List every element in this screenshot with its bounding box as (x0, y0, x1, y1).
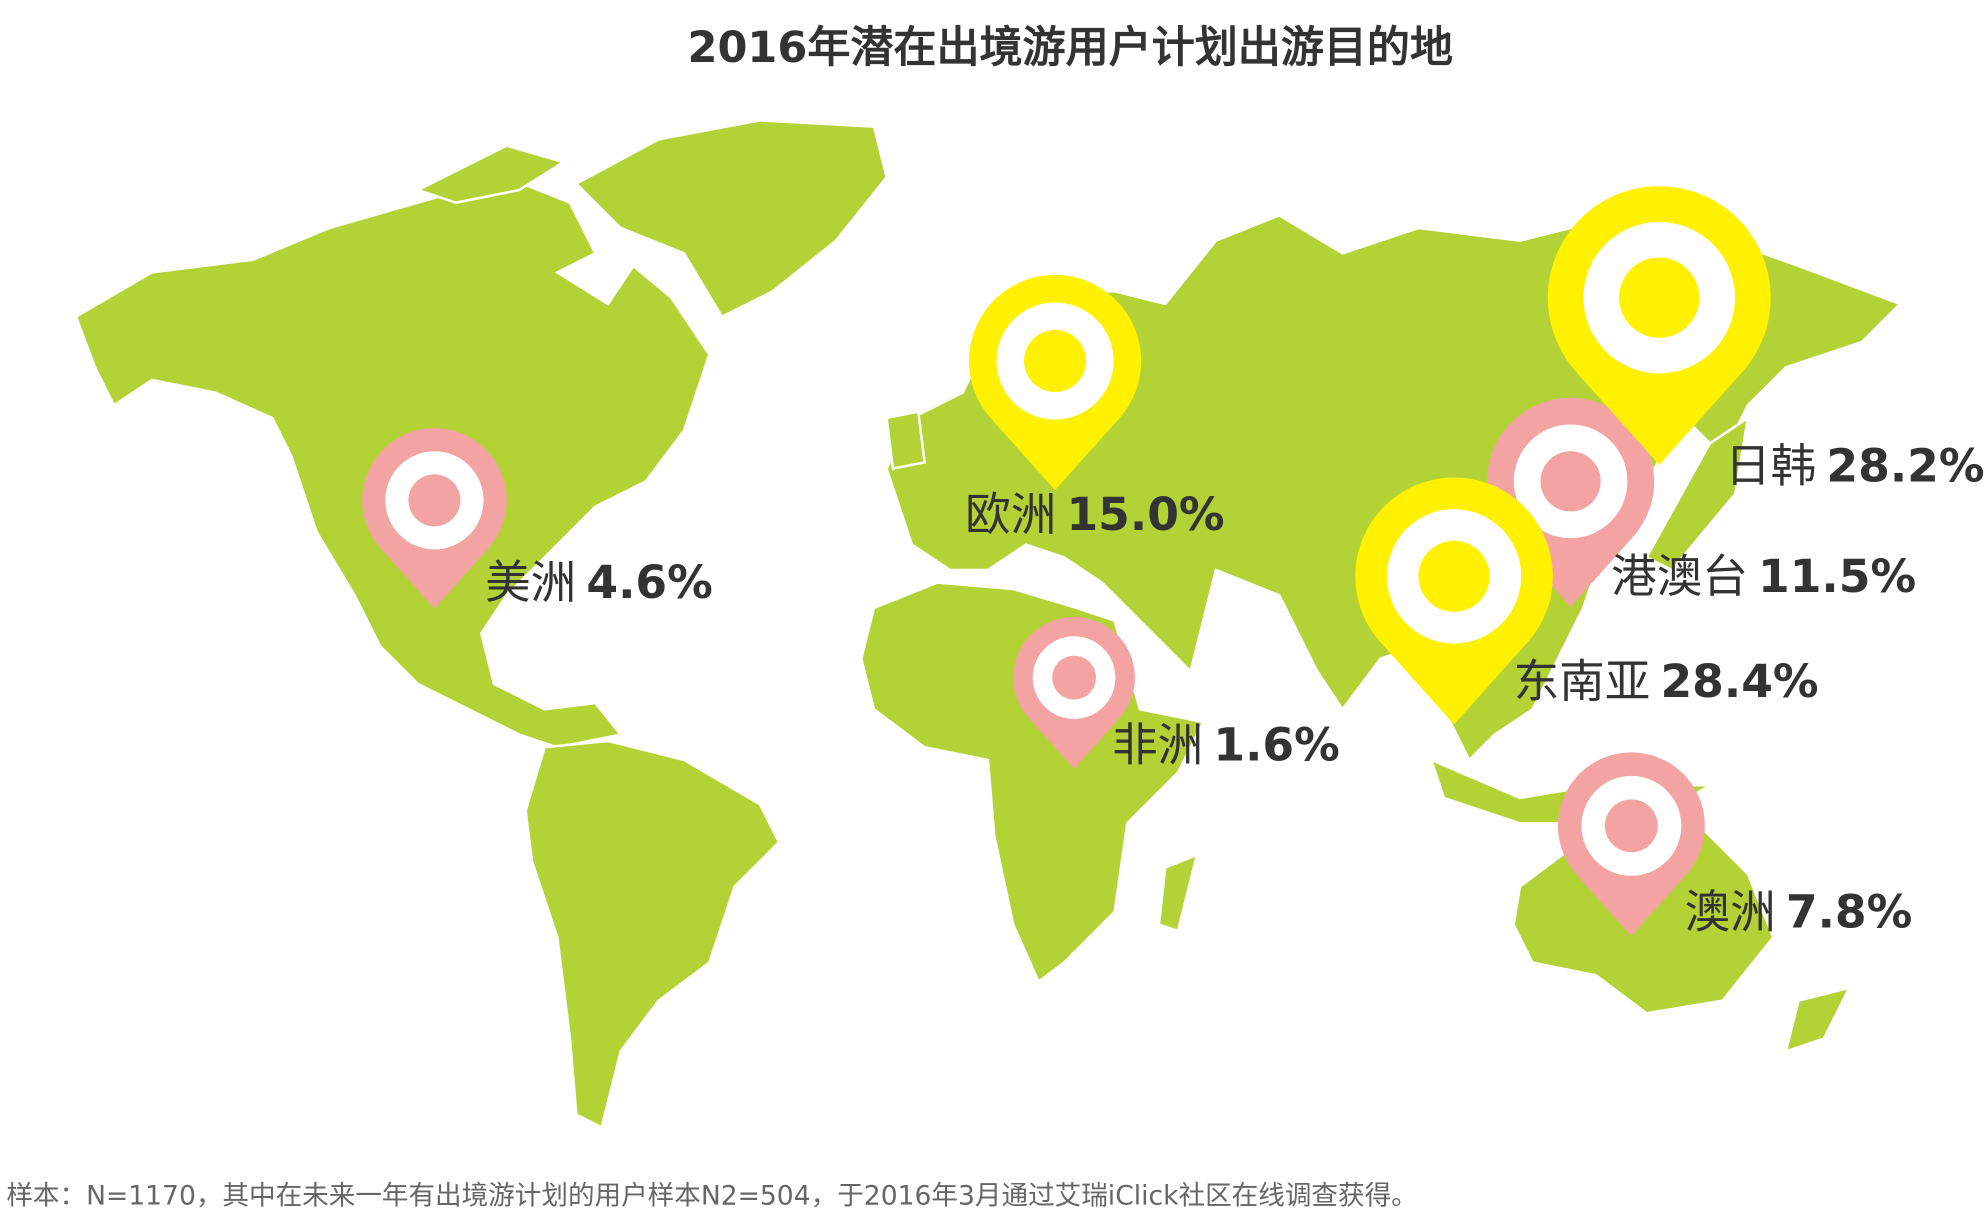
region-label: 港澳台 11.5% (1611, 549, 1916, 602)
japan (1644, 415, 1750, 572)
region-label: 澳洲 7.8% (1685, 885, 1913, 938)
region-label: 日韩 28.2% (1725, 439, 1984, 492)
pin-dot (1540, 451, 1601, 512)
region-name: 美洲 (485, 556, 576, 609)
region-value: 1.6% (1213, 718, 1339, 771)
pin (1547, 186, 1771, 465)
pin (1355, 477, 1553, 725)
pin-dot (1604, 799, 1658, 853)
region-value: 28.2% (1826, 439, 1984, 492)
region-value: 7.8% (1786, 885, 1912, 938)
region-name: 日韩 (1725, 439, 1816, 492)
pin-dot (1024, 329, 1087, 392)
region-label: 欧洲 15.0% (965, 487, 1224, 540)
pin (1557, 752, 1705, 937)
region-name: 东南亚 (1514, 654, 1651, 707)
region-name: 欧洲 (965, 487, 1056, 540)
south-america (524, 739, 781, 1130)
pin (1013, 616, 1135, 769)
pin-dot (1052, 655, 1096, 700)
pin-dot (408, 474, 461, 527)
pin (968, 274, 1142, 491)
pins: 美洲 4.6% 欧洲 15.0% 日韩 28.2% 港澳台 11.5% 东南亚 28.4% 非洲 1.… (362, 186, 1985, 938)
britain (885, 410, 927, 471)
arctic-islands (414, 144, 567, 204)
region-name: 非洲 (1112, 718, 1203, 771)
region-name: 港澳台 (1611, 549, 1748, 602)
title: 2016年潜在出境游用户计划出游目的地 (688, 23, 1454, 73)
region-label: 东南亚 28.4% (1514, 654, 1819, 707)
region-value: 4.6% (586, 556, 712, 609)
pin (362, 428, 507, 609)
madagascar (1157, 852, 1199, 933)
region-name: 澳洲 (1685, 885, 1776, 938)
region-value: 11.5% (1758, 549, 1916, 602)
footnote: 样本：N=1170，其中在未来一年有出境游计划的用户样本N2=504，于2016… (6, 1180, 1417, 1211)
greenland (574, 119, 889, 319)
region-value: 28.4% (1660, 654, 1818, 707)
region-label: 非洲 1.6% (1112, 718, 1340, 771)
region-label: 美洲 4.6% (485, 556, 713, 609)
pin-dot (1619, 257, 1700, 338)
new-zealand (1784, 986, 1852, 1054)
pin-dot (1418, 540, 1490, 612)
region-value: 15.0% (1066, 487, 1224, 540)
